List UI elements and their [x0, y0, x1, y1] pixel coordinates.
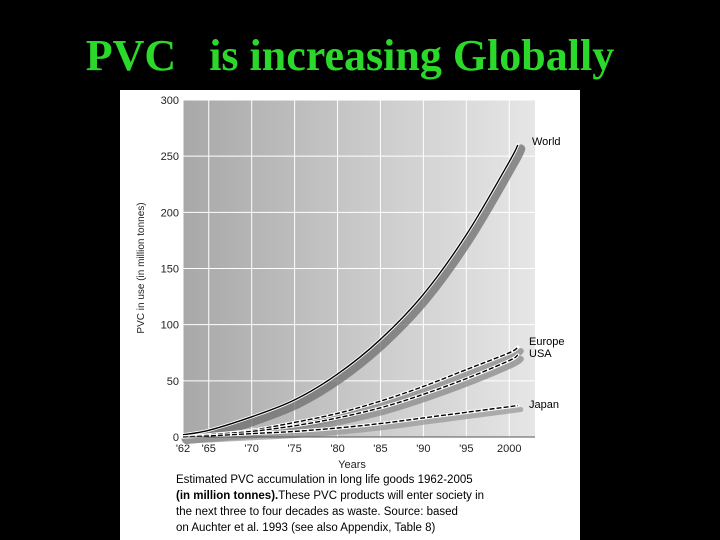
y-axis-label: PVC in use (in million tonnes): [136, 202, 147, 333]
x-tick-label: '62: [176, 443, 190, 455]
series-shadow-world: [181, 144, 526, 444]
series-shadow-japan: [183, 407, 524, 444]
series-label-usa: USA: [529, 348, 552, 360]
series-line-japan: [182, 404, 518, 438]
y-tick-label: 0: [173, 432, 179, 444]
caption-line-2: (in million tonnes).These PVC products w…: [176, 488, 576, 504]
y-tick-label: 150: [161, 264, 179, 276]
x-tick-label: '65: [202, 443, 216, 455]
caption-line-4: on Auchter et al. 1993 (see also Appendi…: [176, 522, 436, 534]
x-tick-label: '80: [330, 443, 344, 455]
slide-title: PVC is increasing Globally: [85, 31, 615, 80]
x-tick-label: '85: [373, 443, 387, 455]
x-tick-label: '70: [245, 443, 259, 455]
y-tick-label: 300: [161, 95, 179, 107]
caption-line-1: Estimated PVC accumulation in long life …: [176, 474, 473, 486]
caption-line-2-text: These PVC products will enter society in: [278, 490, 485, 502]
y-tick-label: 250: [161, 151, 179, 163]
x-axis-label: Years: [338, 459, 366, 470]
series-label-world: World: [532, 136, 561, 148]
caption-units: (in million tonnes).: [176, 490, 279, 502]
y-tick-label: 200: [161, 207, 179, 219]
y-tick-label: 50: [167, 376, 179, 388]
x-tick-label: '90: [416, 443, 430, 455]
x-tick-label: '75: [287, 443, 301, 455]
x-tick-label: 2000: [497, 443, 521, 455]
caption-line-3: the next three to four decades as waste.…: [176, 506, 458, 518]
x-tick-label: '95: [459, 443, 473, 455]
line-chart: 0 50 100 150 200 250 300 '62 '65 '70 '75 '80 '85 '90 '…: [136, 95, 564, 470]
figure-caption: Estimated PVC accumulation in long life …: [176, 472, 576, 536]
y-tick-label: 100: [161, 320, 179, 332]
series-line-world: [182, 144, 519, 436]
series-label-japan: Japan: [529, 399, 559, 411]
series-label-europe: Europe: [529, 336, 564, 348]
chart-figure: 0 50 100 150 200 250 300 '62 '65 '70 '75 '80 '85 '90 '…: [120, 90, 580, 540]
